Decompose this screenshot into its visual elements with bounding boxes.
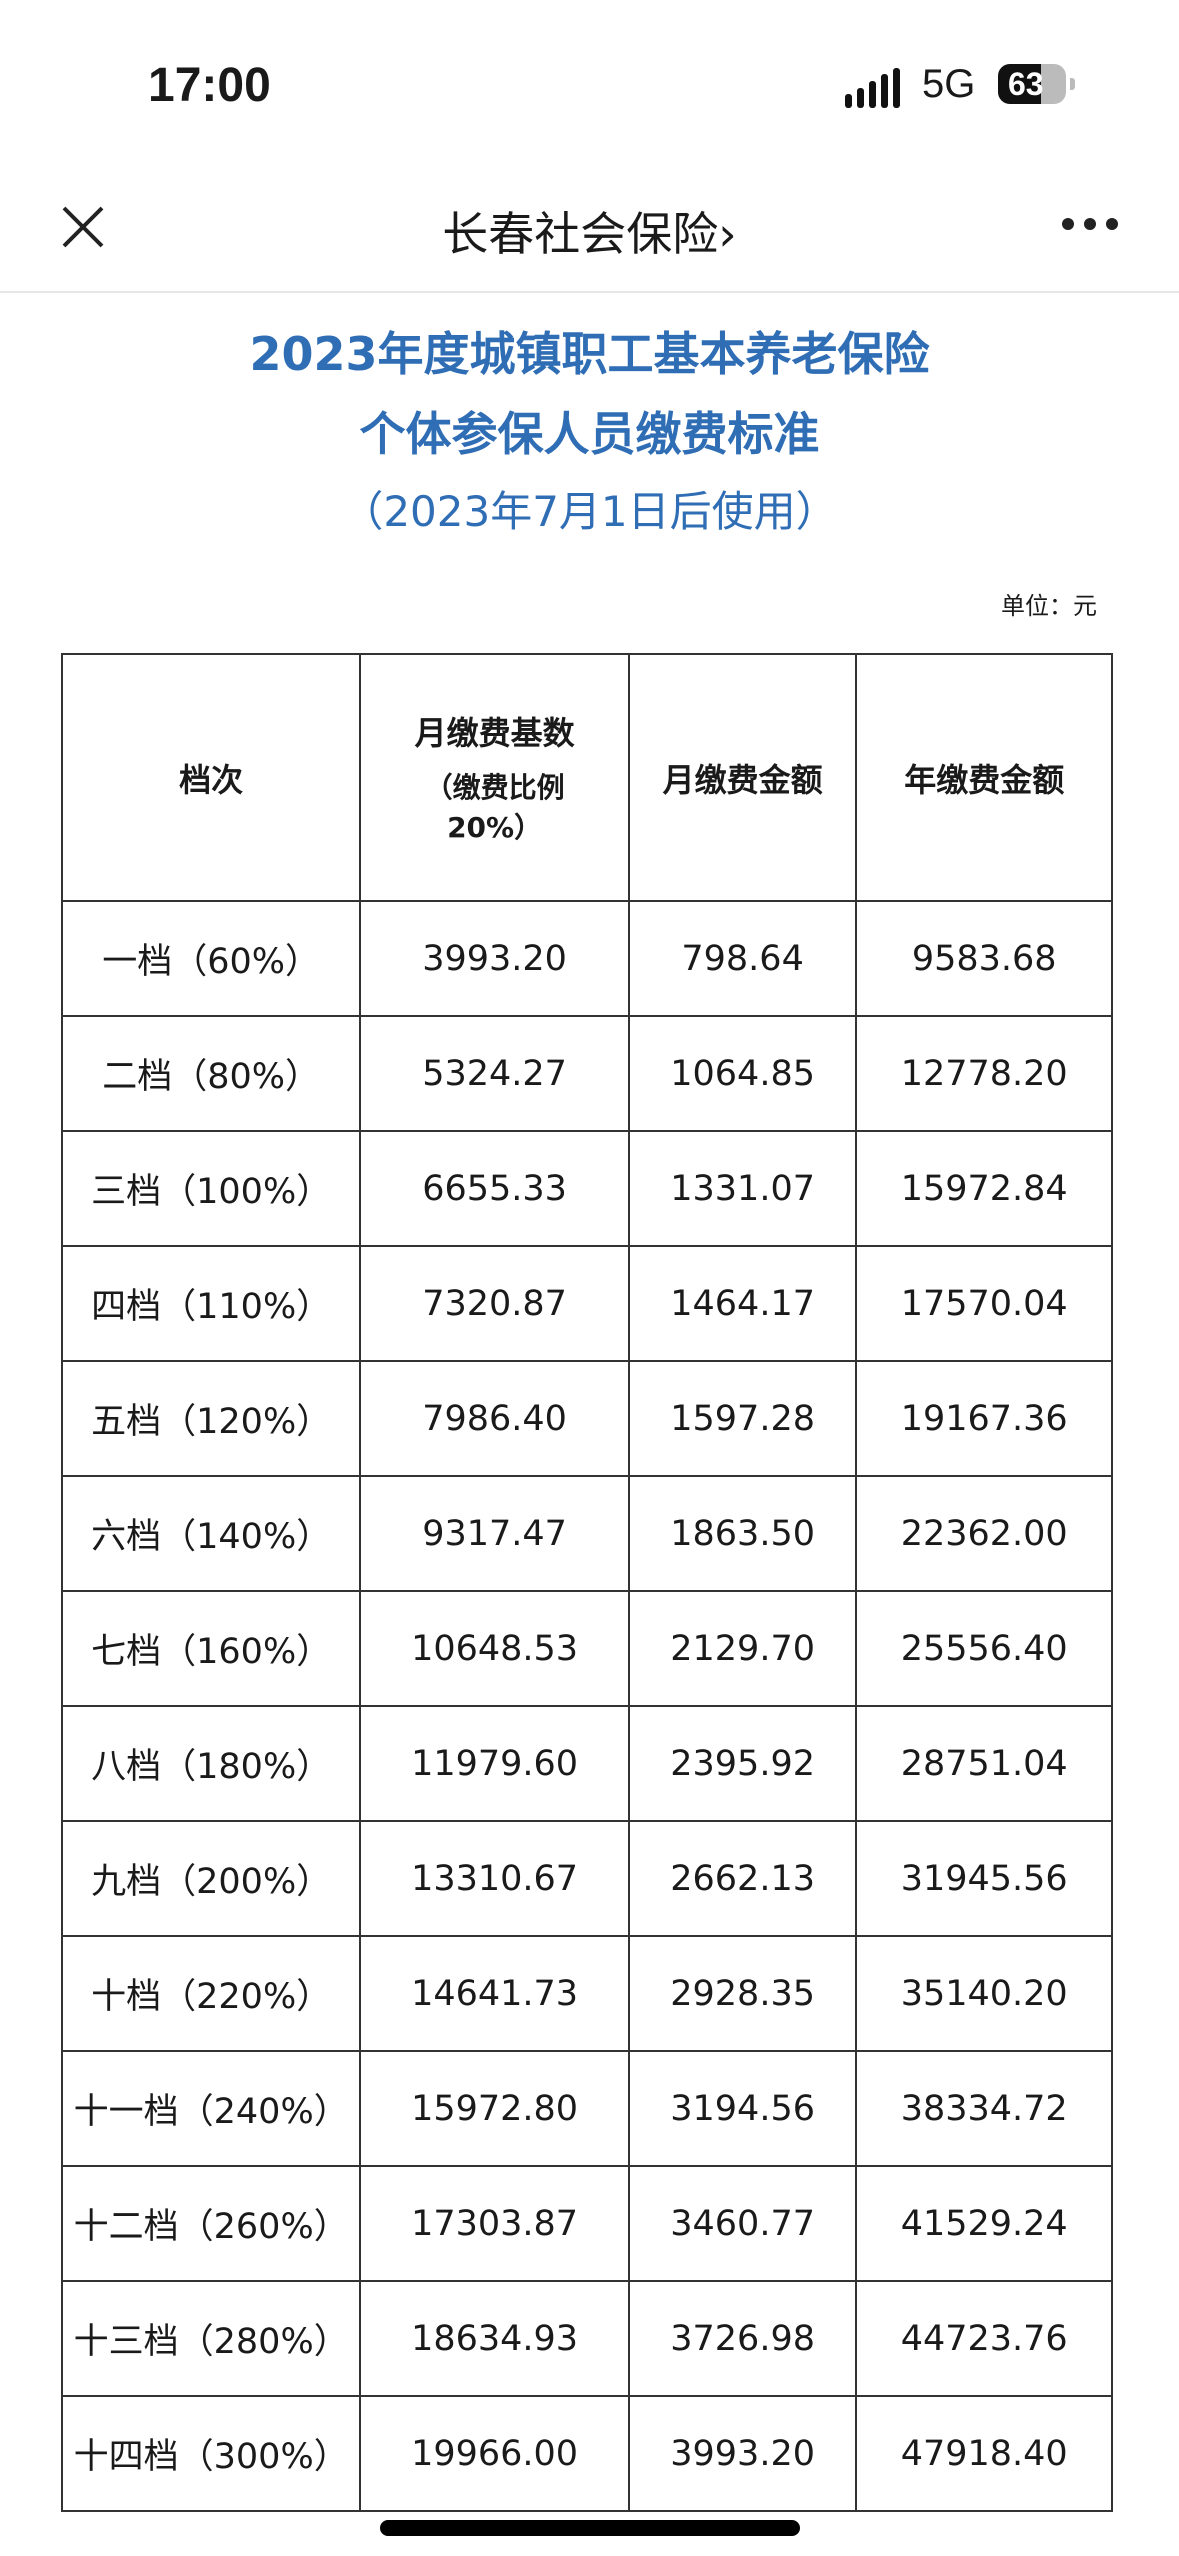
close-icon[interactable] bbox=[58, 202, 108, 252]
monthly-cell: 2662.13 bbox=[627, 1820, 858, 1937]
yearly-cell: 31945.56 bbox=[855, 1820, 1113, 1937]
header-grade: 档次 bbox=[60, 653, 362, 902]
more-icon[interactable] bbox=[1062, 218, 1118, 230]
table-row: 二档（80%） 5324.27 1064.85 12778.20 bbox=[60, 1015, 1113, 1132]
yearly-cell: 25556.40 bbox=[855, 1590, 1113, 1707]
yearly-cell: 44723.76 bbox=[855, 2280, 1113, 2397]
contribution-table: 档次 月缴费基数 （缴费比例 20%） 月缴费金额 年缴费金额 一档（60%） 39… bbox=[60, 653, 1113, 2512]
header-base-label: 月缴费基数 bbox=[414, 714, 575, 753]
battery-tip bbox=[1070, 78, 1075, 90]
monthly-cell: 1464.17 bbox=[627, 1245, 858, 1362]
table-row: 十三档（280%） 18634.93 3726.98 44723.76 bbox=[60, 2280, 1113, 2397]
monthly-cell: 1597.28 bbox=[627, 1360, 858, 1477]
base-cell: 7320.87 bbox=[359, 1245, 630, 1362]
grade-cell: 十档（220%） bbox=[60, 1935, 362, 2052]
grade-cell: 六档（140%） bbox=[60, 1475, 362, 1592]
table-row: 四档（110%） 7320.87 1464.17 17570.04 bbox=[60, 1245, 1113, 1362]
table-row: 九档（200%） 13310.67 2662.13 31945.56 bbox=[60, 1820, 1113, 1937]
document-title-line2: 个体参保人员缴费标准 bbox=[359, 407, 820, 461]
status-bar: 17:00 5G 63 bbox=[0, 0, 1179, 150]
yearly-cell: 35140.20 bbox=[855, 1935, 1113, 2052]
table-row: 五档（120%） 7986.40 1597.28 19167.36 bbox=[60, 1360, 1113, 1477]
base-cell: 5324.27 bbox=[359, 1015, 630, 1132]
status-time: 17:00 bbox=[148, 59, 271, 112]
grade-cell: 五档（120%） bbox=[60, 1360, 362, 1477]
grade-cell: 四档（110%） bbox=[60, 1245, 362, 1362]
table-header-row: 档次 月缴费基数 （缴费比例 20%） 月缴费金额 年缴费金额 bbox=[60, 653, 1113, 902]
yearly-cell: 19167.36 bbox=[855, 1360, 1113, 1477]
grade-cell: 二档（80%） bbox=[60, 1015, 362, 1132]
header-base-note-2: 20%） bbox=[447, 810, 543, 844]
yearly-cell: 17570.04 bbox=[855, 1245, 1113, 1362]
monthly-cell: 1064.85 bbox=[627, 1015, 858, 1132]
base-cell: 14641.73 bbox=[359, 1935, 630, 2052]
header-base-note-1: （缴费比例 bbox=[424, 771, 565, 805]
network-type: 5G bbox=[922, 62, 976, 106]
monthly-cell: 1331.07 bbox=[627, 1130, 858, 1247]
battery-icon: 63 bbox=[998, 64, 1066, 104]
chevron-right-icon: › bbox=[718, 207, 737, 261]
yearly-cell: 47918.40 bbox=[855, 2395, 1113, 2512]
base-cell: 11979.60 bbox=[359, 1705, 630, 1822]
home-indicator[interactable] bbox=[380, 2520, 800, 2536]
document-subtitle: （2023年7月1日后使用） bbox=[341, 487, 838, 536]
table-row: 八档（180%） 11979.60 2395.92 28751.04 bbox=[60, 1705, 1113, 1822]
yearly-cell: 38334.72 bbox=[855, 2050, 1113, 2167]
monthly-cell: 2928.35 bbox=[627, 1935, 858, 2052]
unit-label: 单位：元 bbox=[1001, 592, 1097, 620]
base-cell: 7986.40 bbox=[359, 1360, 630, 1477]
monthly-cell: 3726.98 bbox=[627, 2280, 858, 2397]
grade-cell: 九档（200%） bbox=[60, 1820, 362, 1937]
base-cell: 10648.53 bbox=[359, 1590, 630, 1707]
base-cell: 3993.20 bbox=[359, 900, 630, 1017]
header-base: 月缴费基数 （缴费比例 20%） bbox=[359, 653, 630, 902]
base-cell: 9317.47 bbox=[359, 1475, 630, 1592]
base-cell: 17303.87 bbox=[359, 2165, 630, 2282]
base-cell: 19966.00 bbox=[359, 2395, 630, 2512]
monthly-cell: 3993.20 bbox=[627, 2395, 858, 2512]
monthly-cell: 3194.56 bbox=[627, 2050, 858, 2167]
monthly-cell: 2129.70 bbox=[627, 1590, 858, 1707]
table-row: 三档（100%） 6655.33 1331.07 15972.84 bbox=[60, 1130, 1113, 1247]
account-title-link[interactable]: 长春社会保险› bbox=[0, 198, 1179, 264]
header-base-note: （缴费比例 20%） bbox=[361, 768, 627, 846]
grade-cell: 十一档（240%） bbox=[60, 2050, 362, 2167]
header-yearly: 年缴费金额 bbox=[855, 653, 1113, 902]
table-row: 七档（160%） 10648.53 2129.70 25556.40 bbox=[60, 1590, 1113, 1707]
grade-cell: 七档（160%） bbox=[60, 1590, 362, 1707]
grade-cell: 十四档（300%） bbox=[60, 2395, 362, 2512]
yearly-cell: 41529.24 bbox=[855, 2165, 1113, 2282]
monthly-cell: 2395.92 bbox=[627, 1705, 858, 1822]
monthly-cell: 3460.77 bbox=[627, 2165, 858, 2282]
base-cell: 15972.80 bbox=[359, 2050, 630, 2167]
battery-level: 63 bbox=[1008, 66, 1044, 102]
grade-cell: 十二档（260%） bbox=[60, 2165, 362, 2282]
yearly-cell: 28751.04 bbox=[855, 1705, 1113, 1822]
yearly-cell: 15972.84 bbox=[855, 1130, 1113, 1247]
table-row: 一档（60%） 3993.20 798.64 9583.68 bbox=[60, 900, 1113, 1017]
signal-icon bbox=[845, 68, 900, 108]
base-cell: 13310.67 bbox=[359, 1820, 630, 1937]
yearly-cell: 22362.00 bbox=[855, 1475, 1113, 1592]
base-cell: 18634.93 bbox=[359, 2280, 630, 2397]
table-row: 十档（220%） 14641.73 2928.35 35140.20 bbox=[60, 1935, 1113, 2052]
grade-cell: 十三档（280%） bbox=[60, 2280, 362, 2397]
grade-cell: 一档（60%） bbox=[60, 900, 362, 1017]
nav-bar: 长春社会保险› bbox=[0, 160, 1179, 293]
table-row: 六档（140%） 9317.47 1863.50 22362.00 bbox=[60, 1475, 1113, 1592]
document-title-line1: 2023年度城镇职工基本养老保险 bbox=[249, 327, 930, 381]
monthly-cell: 1863.50 bbox=[627, 1475, 858, 1592]
header-monthly: 月缴费金额 bbox=[627, 653, 858, 902]
base-cell: 6655.33 bbox=[359, 1130, 630, 1247]
yearly-cell: 12778.20 bbox=[855, 1015, 1113, 1132]
table-row: 十二档（260%） 17303.87 3460.77 41529.24 bbox=[60, 2165, 1113, 2282]
grade-cell: 八档（180%） bbox=[60, 1705, 362, 1822]
account-name: 长春社会保险 bbox=[442, 207, 719, 261]
yearly-cell: 9583.68 bbox=[855, 900, 1113, 1017]
table-row: 十一档（240%） 15972.80 3194.56 38334.72 bbox=[60, 2050, 1113, 2167]
monthly-cell: 798.64 bbox=[627, 900, 858, 1017]
grade-cell: 三档（100%） bbox=[60, 1130, 362, 1247]
table-row: 十四档（300%） 19966.00 3993.20 47918.40 bbox=[60, 2395, 1113, 2512]
